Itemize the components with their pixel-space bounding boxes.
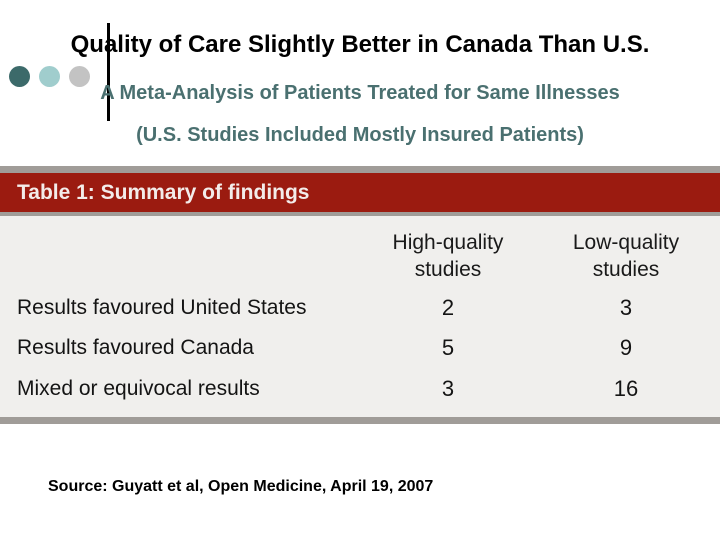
table-cell-value: 9 [619,335,633,360]
findings-table: Table 1: Summary of findings High-qualit… [0,166,720,424]
table-top-border [0,166,720,173]
slide-subtitle-secondary: (U.S. Studies Included Mostly Insured Pa… [136,124,584,146]
table-cell-value: 3 [619,295,633,320]
decorative-vertical-line [107,23,110,121]
table-cell-value: 3 [441,376,455,401]
bullet-circle-light-teal-icon [39,66,60,87]
slide-title: Quality of Care Slightly Better in Canad… [70,31,650,58]
table-cell-value: 16 [613,376,639,401]
bullet-circle-dark-teal-icon [9,66,30,87]
table-row-label: Results favoured Canada [17,336,254,359]
table-bottom-border [0,417,720,424]
source-citation: Source: Guyatt et al, Open Medicine, Apr… [48,478,434,495]
table-row-label: Results favoured United States [17,296,307,319]
column-header-low-quality: Low-quality studies [572,231,680,281]
table-cell-value: 2 [441,295,455,320]
table-header-divider [0,212,720,216]
slide-subtitle: A Meta-Analysis of Patients Treated for … [100,82,620,104]
table-title: Table 1: Summary of findings [17,181,310,204]
table-body: High-quality studies Low-quality studies… [0,216,720,417]
bullet-circle-gray-icon [69,66,90,87]
table-cell-value: 5 [441,335,455,360]
table-row-label: Mixed or equivocal results [17,377,260,400]
table-header-band: Table 1: Summary of findings [0,173,720,212]
column-header-high-quality: High-quality studies [392,231,504,281]
